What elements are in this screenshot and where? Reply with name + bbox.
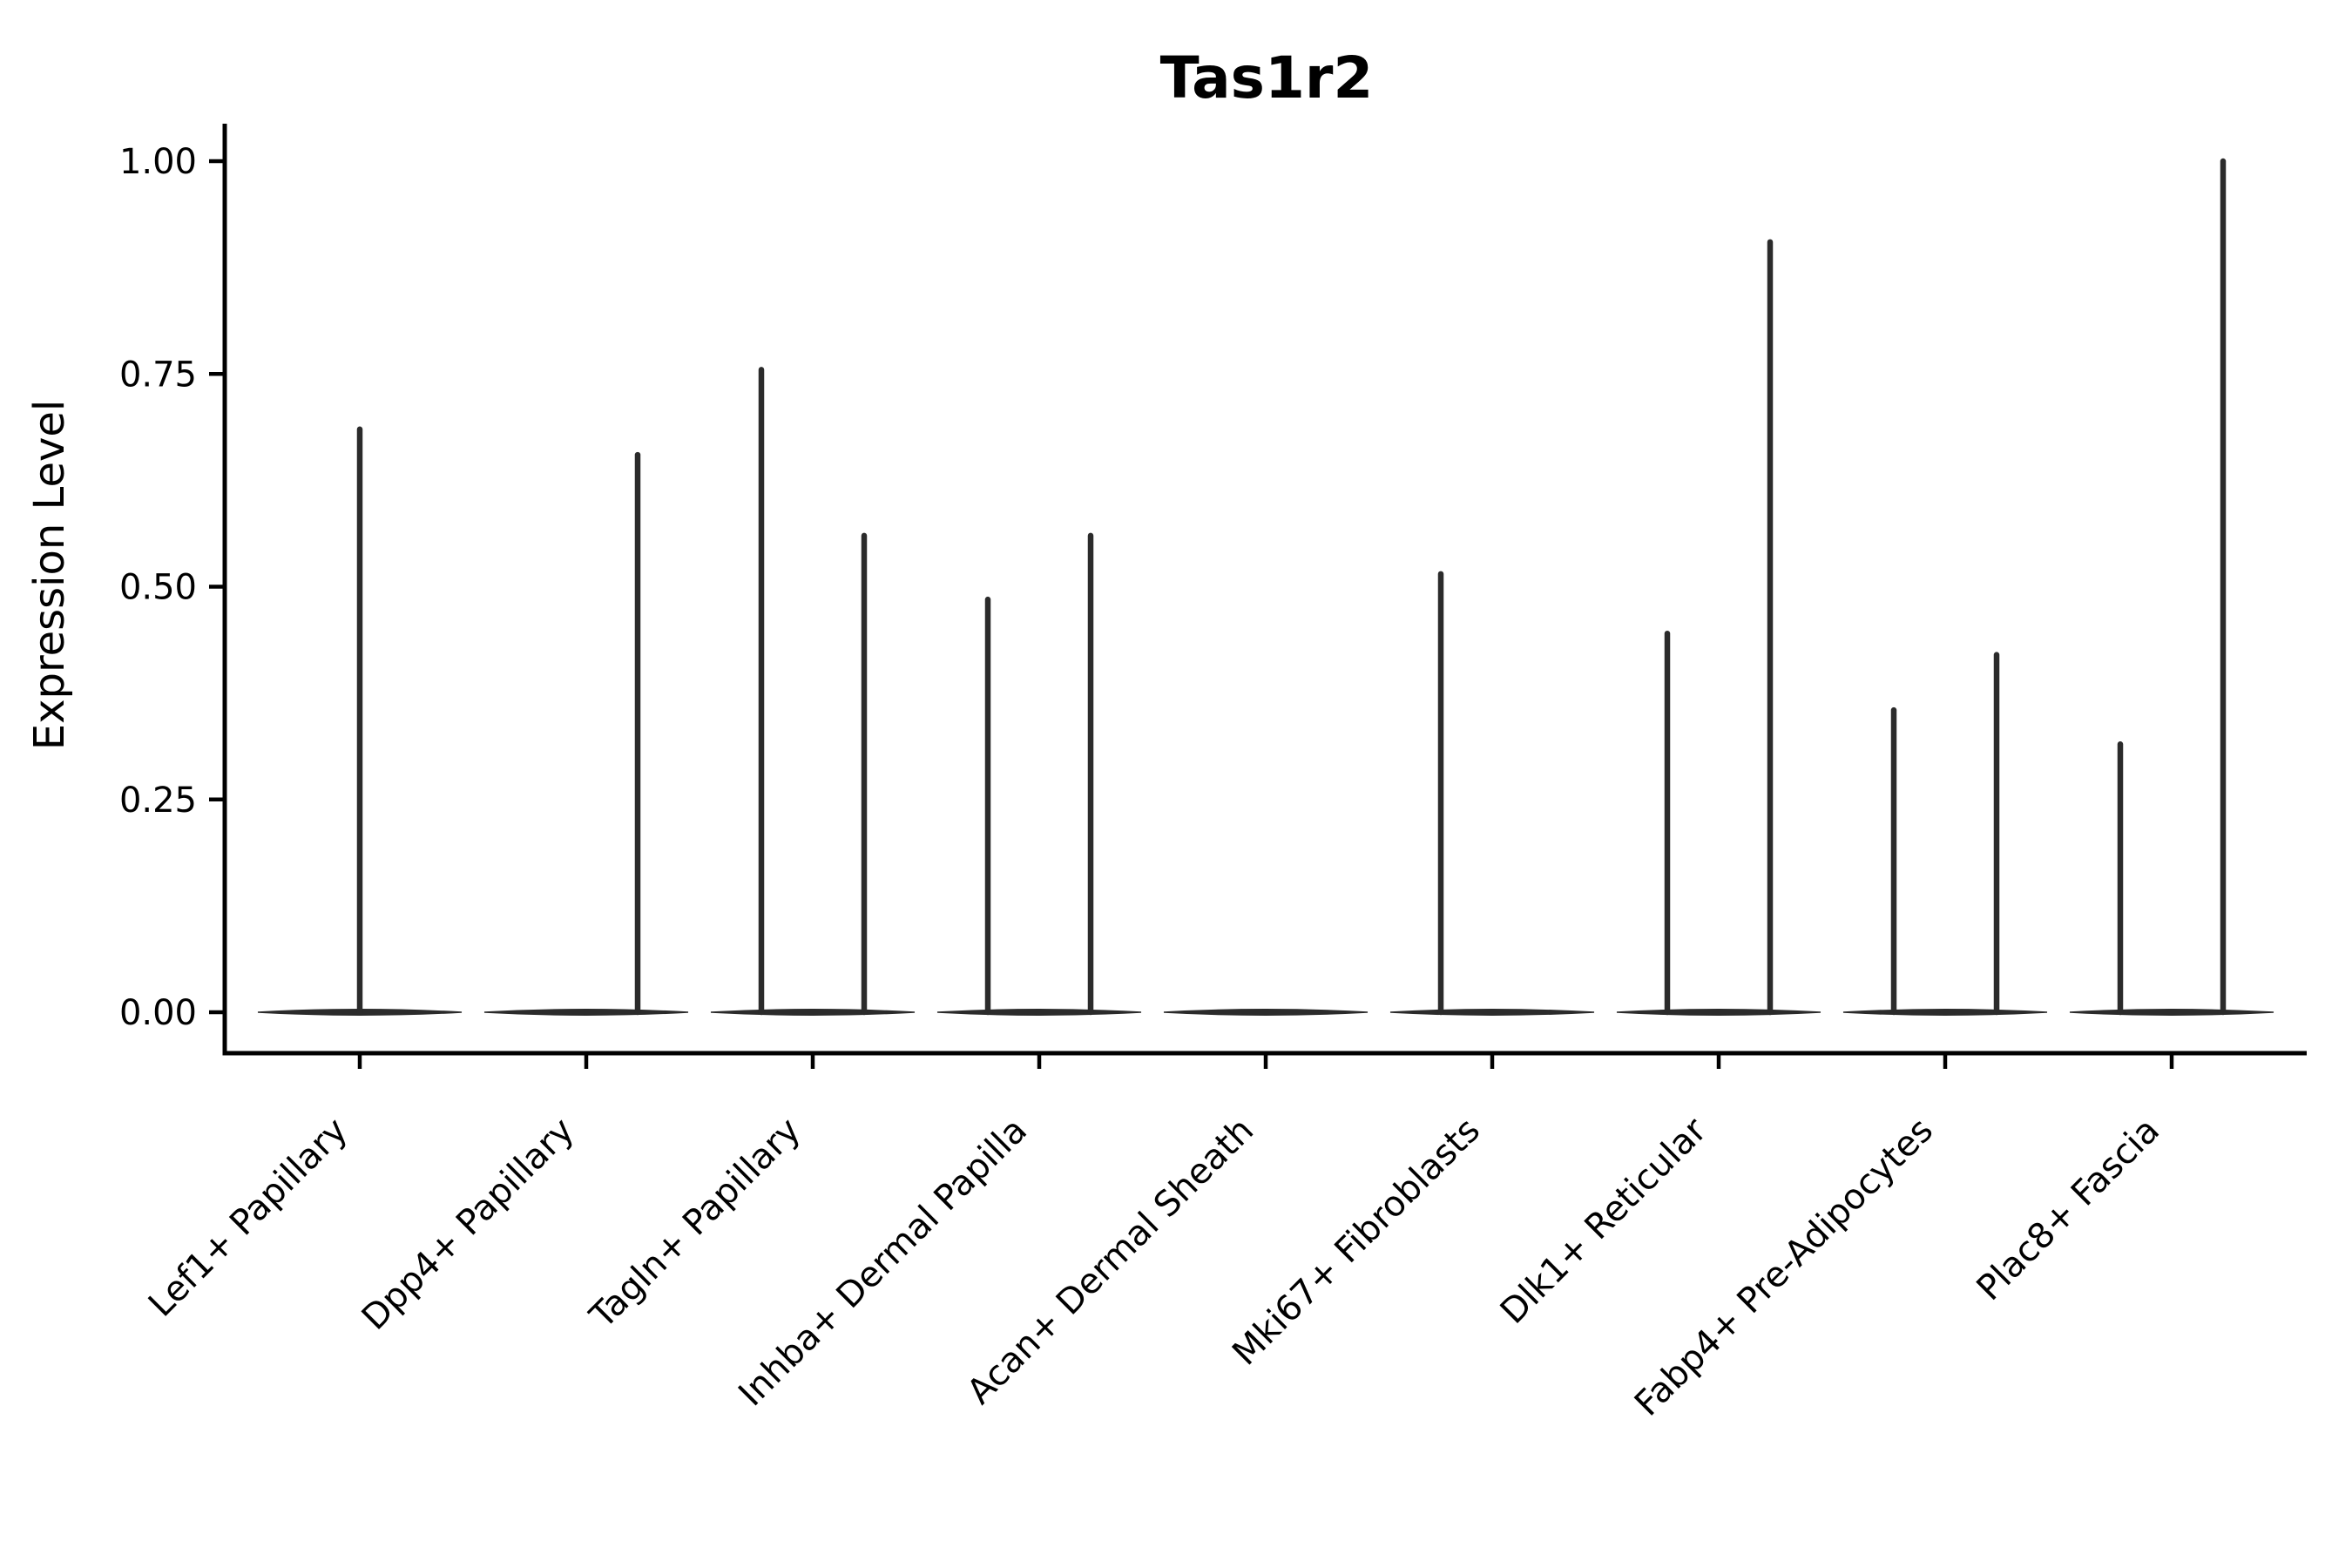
violin-body [936,1009,1142,1016]
plot-layer: 0.00 0.25 0.50 0.75 1.00 Lef1+ PapillaryDpp4+… [119,124,2307,1424]
y-tick-label: 0.75 [119,355,197,395]
violin-body [710,1009,916,1016]
y-tick-label: 1.00 [119,142,197,182]
violin-body [1389,1009,1595,1016]
x-tick-label: Lef1+ Papillary [141,1111,355,1325]
x-tick-label: Mki67+ Fibroblasts [1225,1111,1488,1374]
y-tick-label: 0.50 [119,568,197,608]
violin-body [1616,1009,1821,1016]
x-tick-label: Dpp4+ Papillary [355,1111,582,1338]
y-tick-label: 0.00 [119,993,197,1033]
violin-body [1842,1009,2048,1016]
x-tick-label: Tagln+ Papillary [582,1111,808,1337]
violin-body [2069,1009,2274,1016]
chart-title: Tas1r2 [1160,44,1374,112]
y-axis-title: Expression Level [25,400,74,751]
y-tick-label: 0.25 [119,781,197,821]
x-tick-label: Dlk1+ Reticular [1493,1110,1715,1332]
x-tick-label: Plac8+ Fascia [1970,1111,2168,1309]
violin-body [483,1009,689,1016]
violin-body [1163,1009,1369,1016]
